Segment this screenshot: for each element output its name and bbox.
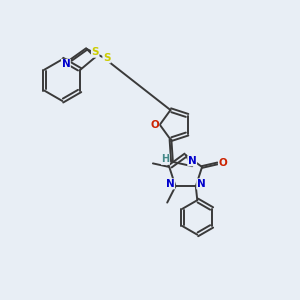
Text: S: S: [92, 47, 99, 57]
Text: S: S: [103, 53, 110, 63]
Text: N: N: [166, 179, 175, 189]
Text: N: N: [197, 179, 206, 189]
Text: N: N: [188, 156, 197, 166]
Text: O: O: [218, 158, 227, 168]
Text: N: N: [61, 59, 70, 69]
Text: H: H: [161, 154, 169, 164]
Text: O: O: [150, 120, 159, 130]
